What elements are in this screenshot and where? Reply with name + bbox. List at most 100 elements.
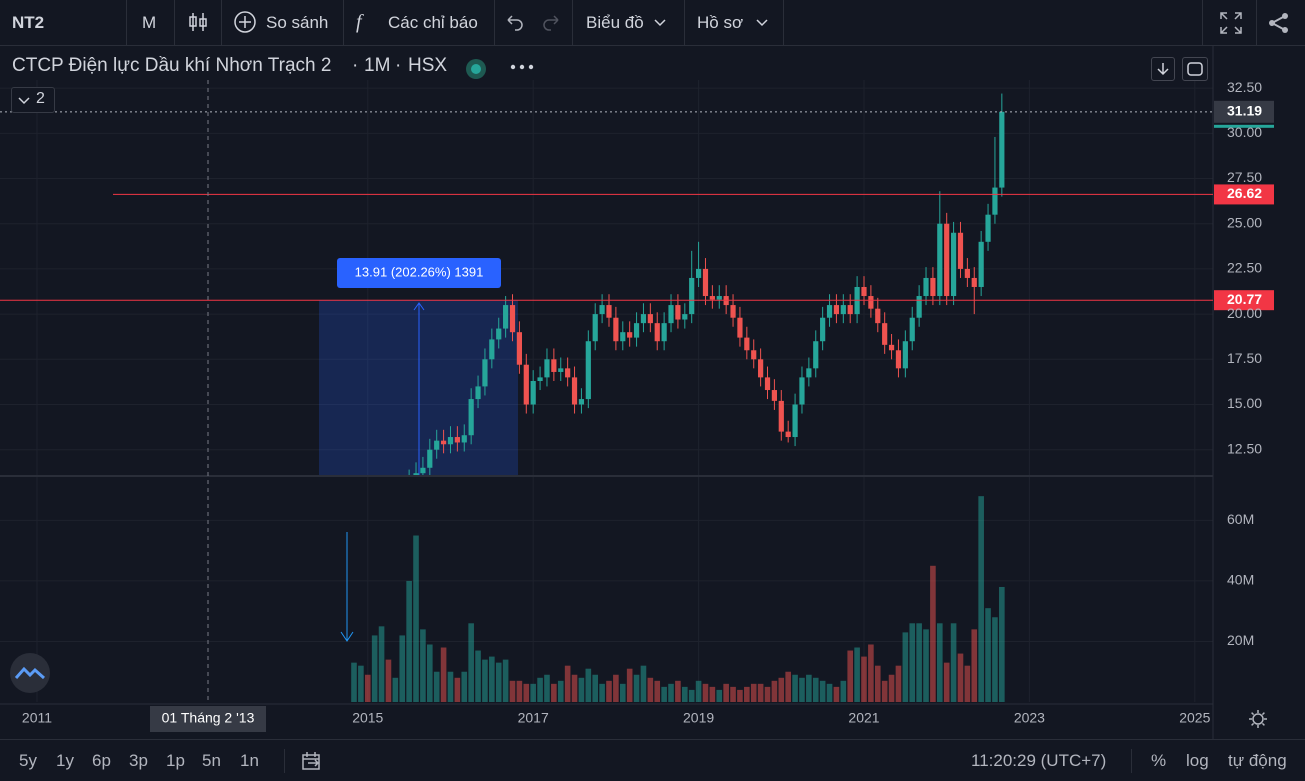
volume-bar xyxy=(606,680,612,702)
volume-bar xyxy=(447,671,454,702)
candle-body xyxy=(551,359,557,372)
share-icon[interactable] xyxy=(1267,11,1291,35)
fullscreen-icon[interactable] xyxy=(1219,11,1243,35)
annotation-arrow-head xyxy=(340,631,354,642)
y-tick-label: 25.00 xyxy=(1227,214,1262,230)
y-tick-label: 12.50 xyxy=(1227,440,1262,456)
volume-bar xyxy=(468,623,474,702)
settings-icon[interactable] xyxy=(1249,710,1267,728)
candle-body xyxy=(413,473,419,475)
reset-icon xyxy=(1187,62,1203,76)
candle-body xyxy=(923,277,929,297)
volume-bar xyxy=(943,662,950,702)
percent-toggle[interactable]: % xyxy=(1151,751,1167,770)
candle-body xyxy=(475,386,481,400)
candle-body xyxy=(882,323,888,345)
volume-bar xyxy=(750,683,757,702)
chart: 26.62 20.77 31.19 01 Tháng 2 '13 13.91 (202… xyxy=(0,46,1274,739)
range-button[interactable]: 6p xyxy=(92,751,111,770)
candle-body xyxy=(875,308,881,324)
candle-body xyxy=(689,277,695,315)
volume-bar xyxy=(647,677,654,702)
candle-body xyxy=(868,296,874,309)
volume-bar xyxy=(840,680,847,702)
fx-icon[interactable]: f xyxy=(356,11,362,33)
candle-body xyxy=(861,286,867,297)
candle-body xyxy=(833,305,840,315)
chevron xyxy=(18,97,30,105)
volume-bar xyxy=(482,659,488,702)
volume-bar xyxy=(551,683,557,702)
undo-redo[interactable] xyxy=(504,12,564,34)
more-icon[interactable] xyxy=(508,58,538,76)
symbol[interactable]: NT2 xyxy=(12,13,45,32)
volume-bar xyxy=(509,680,516,702)
volume-bar xyxy=(833,686,840,702)
last-price-box xyxy=(1214,100,1274,123)
log-toggle[interactable]: log xyxy=(1186,751,1209,770)
candle-body xyxy=(737,317,743,338)
legend-interval: 1M xyxy=(364,55,391,76)
compare[interactable]: So sánh xyxy=(266,13,329,32)
range-button[interactable]: 1y xyxy=(56,751,74,770)
status-icon xyxy=(466,59,486,79)
volume-bar xyxy=(668,683,674,702)
volume-bar xyxy=(585,668,592,702)
candle-body xyxy=(840,305,846,315)
candle-body xyxy=(675,305,681,320)
candle-body xyxy=(957,232,964,269)
volume-bar xyxy=(792,674,798,702)
volume-bar xyxy=(351,662,357,702)
indicator-toggle[interactable]: 2 xyxy=(11,87,55,113)
auto-toggle[interactable]: tự động xyxy=(1228,751,1287,770)
y-tick-label: 15.00 xyxy=(1227,395,1262,411)
candle-icon[interactable] xyxy=(186,10,210,34)
range-button[interactable]: 1p xyxy=(166,751,185,770)
volume-bar xyxy=(599,683,605,702)
range-button[interactable]: 1n xyxy=(240,751,259,770)
candle-body xyxy=(407,480,412,487)
x-tick-label: 2023 xyxy=(1014,710,1045,726)
candle-body xyxy=(813,341,819,369)
scroll-down-button[interactable] xyxy=(1151,57,1175,81)
indicators[interactable]: Các chỉ báo xyxy=(388,13,478,32)
range-button[interactable]: 3p xyxy=(129,751,148,770)
candle-body xyxy=(454,437,460,443)
volume-bar xyxy=(516,680,523,702)
volume-bar xyxy=(399,635,406,702)
legend-exchange: HSX xyxy=(408,55,448,76)
reset-button[interactable] xyxy=(1182,57,1208,81)
date-range-icon[interactable] xyxy=(300,751,324,773)
range-button[interactable]: 5n xyxy=(202,751,221,770)
volume-bar xyxy=(564,665,571,702)
volume-bar xyxy=(358,665,364,702)
legend-dot: · xyxy=(395,55,402,76)
volume-bar xyxy=(826,683,833,702)
candle-body xyxy=(758,359,764,378)
volume-bar xyxy=(654,680,661,702)
candle-body xyxy=(992,187,998,215)
range-button[interactable]: 5y xyxy=(19,751,37,770)
candle-body xyxy=(826,305,833,318)
add-icon[interactable] xyxy=(233,10,259,36)
profile[interactable]: Hồ sơ xyxy=(697,13,744,32)
price-line-label: 26.62 xyxy=(1227,185,1262,201)
volume-bar xyxy=(640,665,647,702)
y-tick-label: 17.50 xyxy=(1227,350,1262,366)
interval[interactable]: M xyxy=(142,13,157,32)
candle-body xyxy=(523,364,529,405)
candle-body xyxy=(744,337,750,351)
volume-bar xyxy=(799,677,805,702)
x-tick-label: 2025 xyxy=(1179,710,1210,726)
separator xyxy=(126,0,127,45)
toolbar: NT2 M So sánh f Các chỉ báo Biểu đồ Hồ s… xyxy=(0,0,1305,46)
volume-bar xyxy=(902,632,909,702)
volume-bar xyxy=(619,683,626,702)
chart-menu[interactable]: Biểu đồ xyxy=(586,13,644,32)
volume-bar xyxy=(916,623,922,702)
volume-bar xyxy=(420,629,426,702)
candle-body xyxy=(695,268,702,278)
candle-body xyxy=(985,214,991,242)
candle-body xyxy=(358,499,363,504)
